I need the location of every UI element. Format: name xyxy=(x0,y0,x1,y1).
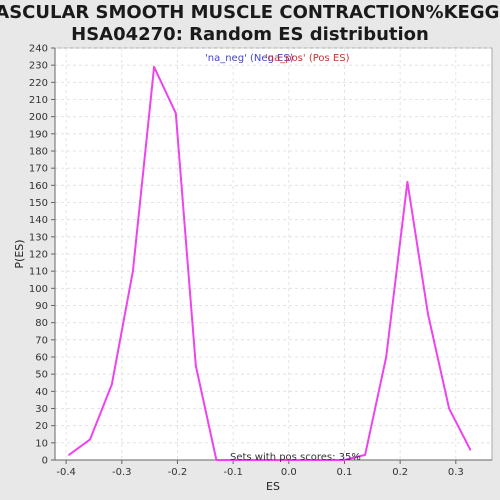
x-tick-label: 0.2 xyxy=(392,467,408,478)
data-point xyxy=(194,364,197,367)
data-point xyxy=(343,459,346,461)
x-axis-label: ES xyxy=(266,480,280,493)
data-point xyxy=(448,407,451,410)
data-point xyxy=(469,448,472,451)
y-tick-label: 70 xyxy=(35,335,48,346)
x-axis-ticks: -0.4 -0.3 -0.2 -0.1 0.0 0.1 0.2 0.3 xyxy=(56,460,464,478)
y-tick-label: 210 xyxy=(29,95,48,106)
y-tick-label: 150 xyxy=(29,198,48,209)
y-tick-label: 110 xyxy=(29,267,48,278)
y-tick-label: 10 xyxy=(35,438,48,449)
y-tick-label: 190 xyxy=(29,129,48,140)
y-tick-label: 30 xyxy=(35,404,48,415)
y-tick-label: 220 xyxy=(29,78,48,89)
y-tick-label: 90 xyxy=(35,301,48,312)
y-tick-label: 50 xyxy=(35,370,48,381)
y-tick-label: 200 xyxy=(29,112,48,123)
x-tick-label: -0.2 xyxy=(168,467,188,478)
x-tick-label: 0.1 xyxy=(337,467,353,478)
x-tick-label: 0.3 xyxy=(448,467,464,478)
x-tick-label: -0.3 xyxy=(112,467,132,478)
data-point xyxy=(110,383,113,386)
y-axis-ticks: 0 10 20 30 40 50 60 70 80 90 100 110 120 130 140 150 160… xyxy=(29,44,55,467)
y-tick-label: 60 xyxy=(35,353,48,364)
legend-item-neg: 'na_neg' (Neg ES) xyxy=(205,53,294,64)
y-axis-label: P(ES) xyxy=(13,239,26,268)
chart-title-line1: VASCULAR SMOOTH MUSCLE CONTRACTION%KEGG% xyxy=(0,2,500,23)
data-point xyxy=(174,112,177,115)
data-point xyxy=(406,181,409,183)
y-tick-label: 20 xyxy=(35,421,48,432)
chart-title-line2: HSA04270: Random ES distribution xyxy=(71,24,429,45)
data-point xyxy=(89,438,91,441)
y-tick-label: 230 xyxy=(29,61,48,72)
y-tick-label: 80 xyxy=(35,318,48,329)
y-tick-label: 160 xyxy=(29,181,48,192)
y-tick-label: 100 xyxy=(29,284,48,295)
grid-lines xyxy=(55,47,492,461)
data-point xyxy=(385,356,388,358)
series-layer xyxy=(68,65,472,461)
y-tick-label: 180 xyxy=(29,147,48,158)
data-point xyxy=(132,270,134,273)
x-tick-label: 0.0 xyxy=(281,467,297,478)
x-tick-label: -0.4 xyxy=(56,467,76,478)
data-point xyxy=(153,65,155,68)
y-tick-label: 170 xyxy=(29,164,48,175)
x-tick-label: -0.1 xyxy=(223,467,243,478)
y-tick-label: 120 xyxy=(29,250,48,261)
y-tick-label: 240 xyxy=(29,44,48,55)
y-tick-label: 40 xyxy=(35,387,48,398)
y-tick-label: 140 xyxy=(29,215,48,226)
legend-item-pos: 'na_pos' (Pos ES) xyxy=(265,53,350,64)
pos-scores-annotation: Sets with pos scores: 35% xyxy=(230,452,361,463)
data-point xyxy=(215,459,218,461)
y-tick-label: 130 xyxy=(29,232,48,243)
data-point xyxy=(427,313,429,315)
data-point xyxy=(68,453,70,456)
data-point xyxy=(364,453,366,456)
y-tick-label: 0 xyxy=(42,456,48,467)
